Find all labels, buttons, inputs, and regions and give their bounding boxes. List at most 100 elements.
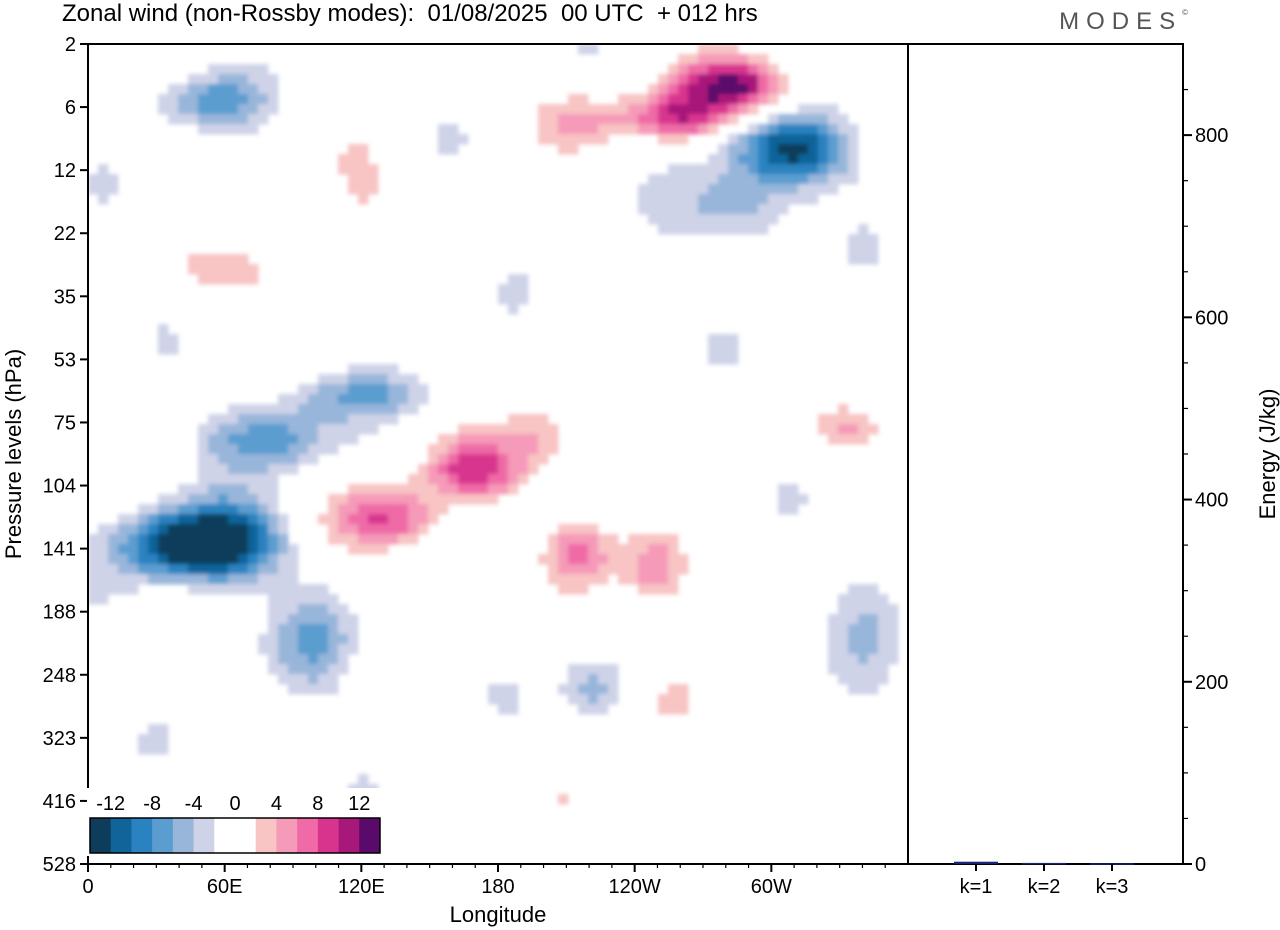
heatmap-cell: [348, 394, 359, 405]
heatmap-cell: [258, 524, 269, 535]
heatmap-cell: [788, 194, 799, 205]
heatmap-cell: [318, 684, 329, 695]
heatmap-cell: [358, 164, 369, 175]
colorbar-swatch: [131, 818, 153, 853]
heatmap-cell: [878, 634, 889, 645]
heatmap-cell: [818, 124, 829, 135]
heatmap-cell: [578, 674, 589, 685]
heatmap-cell: [168, 524, 179, 535]
colorbar-label: 8: [312, 793, 323, 815]
heatmap-cell: [288, 424, 299, 435]
heatmap-cell: [128, 564, 139, 575]
heatmap-cell: [548, 444, 559, 455]
heatmap-cell: [228, 64, 239, 75]
heatmap-cell: [378, 394, 389, 405]
heatmap-cell: [728, 214, 739, 225]
heatmap-cell: [838, 404, 849, 415]
heatmap-cell: [338, 404, 349, 415]
heatmap-cell: [278, 514, 289, 525]
heatmap-cell: [198, 114, 209, 125]
heatmap-cell: [238, 584, 249, 595]
heatmap-cell: [698, 204, 709, 215]
heatmap-cell: [418, 514, 429, 525]
heatmap-cell: [488, 444, 499, 455]
heatmap-cell: [608, 104, 619, 115]
heatmap-cell: [348, 374, 359, 385]
heatmap-cell: [98, 164, 109, 175]
heatmap-cell: [678, 204, 689, 215]
heatmap-cell: [718, 334, 729, 345]
heatmap-cell: [668, 134, 679, 145]
heatmap-cell: [858, 594, 869, 605]
energy-category-label: k=3: [1096, 876, 1129, 898]
x-tick-label: 60E: [207, 876, 243, 898]
heatmap-cell: [668, 694, 679, 705]
heatmap-cell: [168, 94, 179, 105]
heatmap-cell: [878, 644, 889, 655]
heatmap-cell: [258, 584, 269, 595]
heatmap-cell: [228, 94, 239, 105]
heatmap-cell: [268, 414, 279, 425]
heatmap-cell: [318, 624, 329, 635]
heatmap-cell: [278, 404, 289, 415]
heatmap-cell: [178, 104, 189, 115]
heatmap-cell: [258, 504, 269, 515]
heatmap-cell: [598, 534, 609, 545]
heatmap-cell: [738, 184, 749, 195]
heatmap-cell: [838, 624, 849, 635]
heatmap-cell: [548, 124, 559, 135]
heatmap-cell: [248, 424, 259, 435]
energy-bar-chart: 0 200 400 600 800 k=1 k=2 k=3: [954, 88, 1228, 898]
heatmap-cell: [798, 114, 809, 125]
heatmap-cell: [338, 504, 349, 515]
heatmap-cell: [708, 54, 719, 65]
heatmap-cell: [548, 534, 559, 545]
heatmap-cell: [248, 464, 259, 475]
heatmap-cell: [368, 384, 379, 395]
heatmap-cell: [278, 434, 289, 445]
heatmap-cell: [198, 454, 209, 465]
heatmap-cell: [328, 394, 339, 405]
heatmap-cell: [858, 434, 869, 445]
heatmap-cell: [408, 384, 419, 395]
energy-bar: [954, 861, 998, 864]
heatmap-cell: [568, 124, 579, 135]
heatmap-cell: [348, 544, 359, 555]
heatmap-cell: [308, 424, 319, 435]
heatmap-cell: [858, 614, 869, 625]
heatmap-cell: [878, 594, 889, 605]
heatmap-cell: [678, 554, 689, 565]
heatmap-cell: [558, 144, 569, 155]
heatmap-cell: [248, 404, 259, 415]
heatmap-cell: [728, 94, 739, 105]
heatmap-cell: [98, 194, 109, 205]
heatmap-cell: [438, 464, 449, 475]
heatmap-cell: [768, 124, 779, 135]
heatmap-cell: [658, 694, 669, 705]
heatmap-cell: [808, 184, 819, 195]
heatmap-cell: [108, 564, 119, 575]
heatmap-cell: [418, 524, 429, 535]
heatmap-cell: [108, 174, 119, 185]
heatmap-cell: [358, 174, 369, 185]
heatmap-cell: [188, 114, 199, 125]
heatmap-cell: [838, 654, 849, 665]
heatmap-cell: [698, 94, 709, 105]
heatmap-cell: [278, 464, 289, 475]
heatmap-cell: [718, 354, 729, 365]
heatmap-cell: [498, 474, 509, 485]
heatmap-cell: [238, 84, 249, 95]
heatmap-cell: [358, 774, 369, 785]
heatmap-cell: [338, 534, 349, 545]
heatmap-cell: [788, 144, 799, 155]
heatmap-cell: [738, 64, 749, 75]
heatmap-cell: [498, 484, 509, 495]
heatmap-cell: [208, 544, 219, 555]
heatmap-cell: [188, 254, 199, 265]
heatmap-cell: [738, 104, 749, 115]
heatmap-cell: [588, 124, 599, 135]
heatmap-cell: [258, 464, 269, 475]
heatmap-cell: [678, 224, 689, 235]
heatmap-cell: [608, 674, 619, 685]
heatmap-cell: [228, 494, 239, 505]
